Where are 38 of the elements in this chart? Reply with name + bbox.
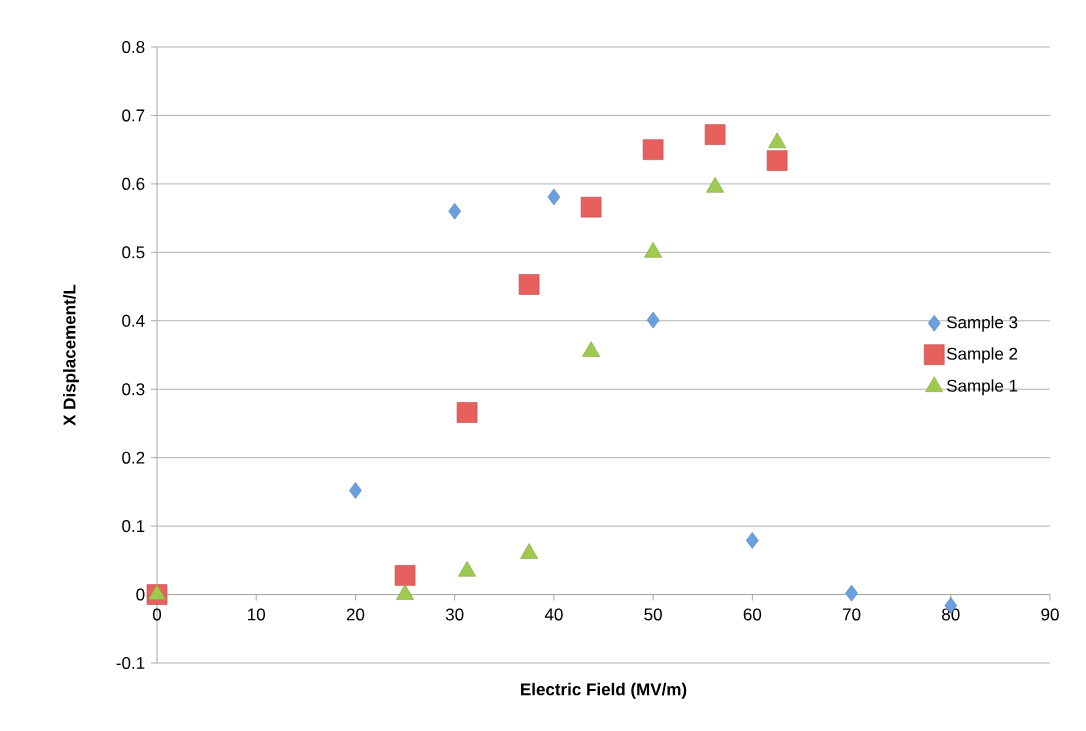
legend-label: Sample 3	[946, 315, 1018, 332]
x-tick-label: 40	[544, 608, 563, 621]
y-tick-label: 0	[136, 588, 145, 601]
point	[547, 188, 561, 206]
point	[580, 196, 602, 218]
point	[456, 402, 478, 423]
y-tick-label: 0.5	[122, 246, 145, 259]
y-tick-label: 0.3	[122, 383, 145, 396]
x-tick-label: 0	[152, 608, 162, 621]
y-tick-label: 0.8	[122, 40, 145, 54]
point	[518, 274, 540, 295]
y-tick-label: -0.1	[116, 656, 145, 670]
y-tick-label: 0.4	[122, 314, 145, 327]
legend-label: Sample 2	[946, 347, 1018, 364]
x-tick-label: 60	[743, 608, 762, 621]
point	[394, 565, 416, 586]
point	[766, 150, 788, 171]
y-tick-label: 0.6	[122, 177, 145, 190]
point	[448, 202, 461, 220]
y-tick-label: 0.7	[122, 109, 145, 122]
point	[746, 532, 759, 549]
x-tick-label: 20	[346, 608, 365, 621]
legend-label: Sample 1	[946, 379, 1018, 396]
point	[845, 584, 858, 602]
point	[646, 311, 660, 329]
point	[704, 124, 726, 145]
x-tick-label: 50	[644, 608, 662, 621]
x-tick-label: 90	[1041, 608, 1059, 621]
point	[349, 482, 362, 499]
x-tick-label: 70	[842, 608, 861, 621]
x-tick-label: 30	[445, 608, 464, 621]
y-tick-label: 0.1	[122, 520, 145, 533]
x-axis-title: Electric Field (MV/m)	[521, 682, 687, 699]
x-tick-label: 10	[248, 608, 266, 621]
y-tick-label: 0.2	[122, 451, 145, 464]
point	[642, 139, 664, 160]
x-tick-label: 80	[942, 608, 960, 621]
y-axis-title: X Displacement/L	[63, 284, 79, 426]
